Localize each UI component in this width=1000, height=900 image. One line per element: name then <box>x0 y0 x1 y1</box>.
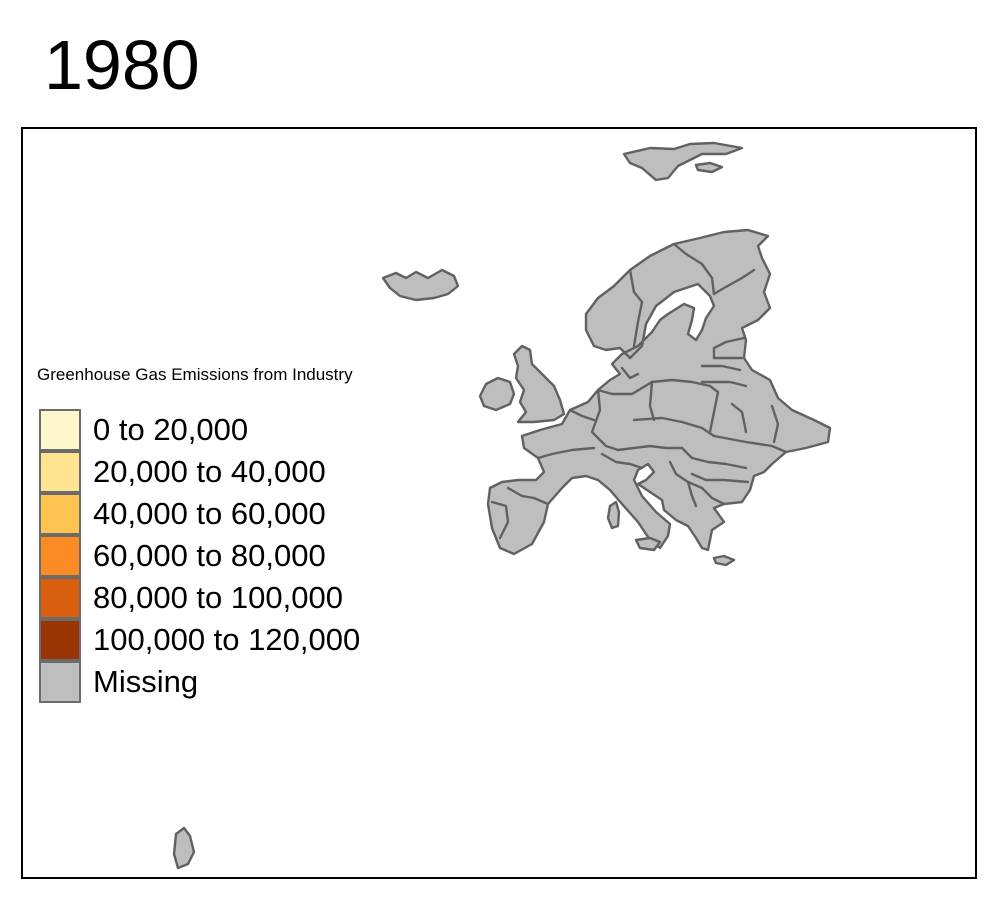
legend-items: 0 to 20,000 20,000 to 40,000 40,000 to 6… <box>37 409 360 703</box>
legend-swatch <box>39 535 81 577</box>
legend-title: Greenhouse Gas Emissions from Industry <box>37 365 353 384</box>
map-title: 1980 <box>44 26 200 104</box>
legend-item: 20,000 to 40,000 <box>37 451 353 493</box>
country-borders <box>490 242 788 540</box>
legend-label: 20,000 to 40,000 <box>93 454 326 489</box>
legend-swatch <box>39 451 81 493</box>
legend-swatch <box>39 409 81 451</box>
crete-shape <box>712 554 736 567</box>
map-legend: Greenhouse Gas Emissions from Industry 0… <box>37 365 360 703</box>
svalbard-shape <box>622 141 744 182</box>
map-panel <box>21 127 977 879</box>
legend-swatch <box>39 619 81 661</box>
legend-label: 0 to 20,000 <box>93 412 249 447</box>
iceland-shape <box>381 268 460 302</box>
legend-swatch <box>39 661 81 703</box>
legend-label: 100,000 to 120,000 <box>93 622 361 657</box>
legend-label: 80,000 to 100,000 <box>93 580 343 615</box>
legend-item: 60,000 to 80,000 <box>37 535 353 577</box>
legend-label: 40,000 to 60,000 <box>93 496 326 531</box>
europe-map <box>172 141 832 870</box>
legend-item: 80,000 to 100,000 <box>37 577 353 619</box>
legend-item: Missing <box>37 661 353 703</box>
island-shape <box>172 826 196 870</box>
legend-item: 0 to 20,000 <box>37 409 353 451</box>
sardinia-shape <box>606 500 621 530</box>
legend-item: 100,000 to 120,000 <box>37 619 360 661</box>
legend-swatch <box>39 493 81 535</box>
legend-label: 60,000 to 80,000 <box>93 538 326 573</box>
ireland-shape <box>478 376 516 412</box>
legend-swatch <box>39 577 81 619</box>
legend-item: 40,000 to 60,000 <box>37 493 353 535</box>
united-kingdom-shape <box>512 344 566 424</box>
svalbard-island-shape <box>694 161 724 174</box>
sicily-shape <box>634 536 662 552</box>
legend-label: Missing <box>93 664 199 699</box>
